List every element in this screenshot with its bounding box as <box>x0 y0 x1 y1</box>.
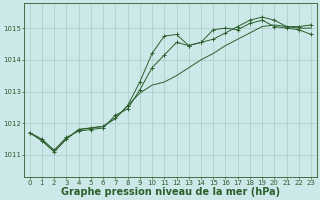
X-axis label: Graphe pression niveau de la mer (hPa): Graphe pression niveau de la mer (hPa) <box>61 187 280 197</box>
